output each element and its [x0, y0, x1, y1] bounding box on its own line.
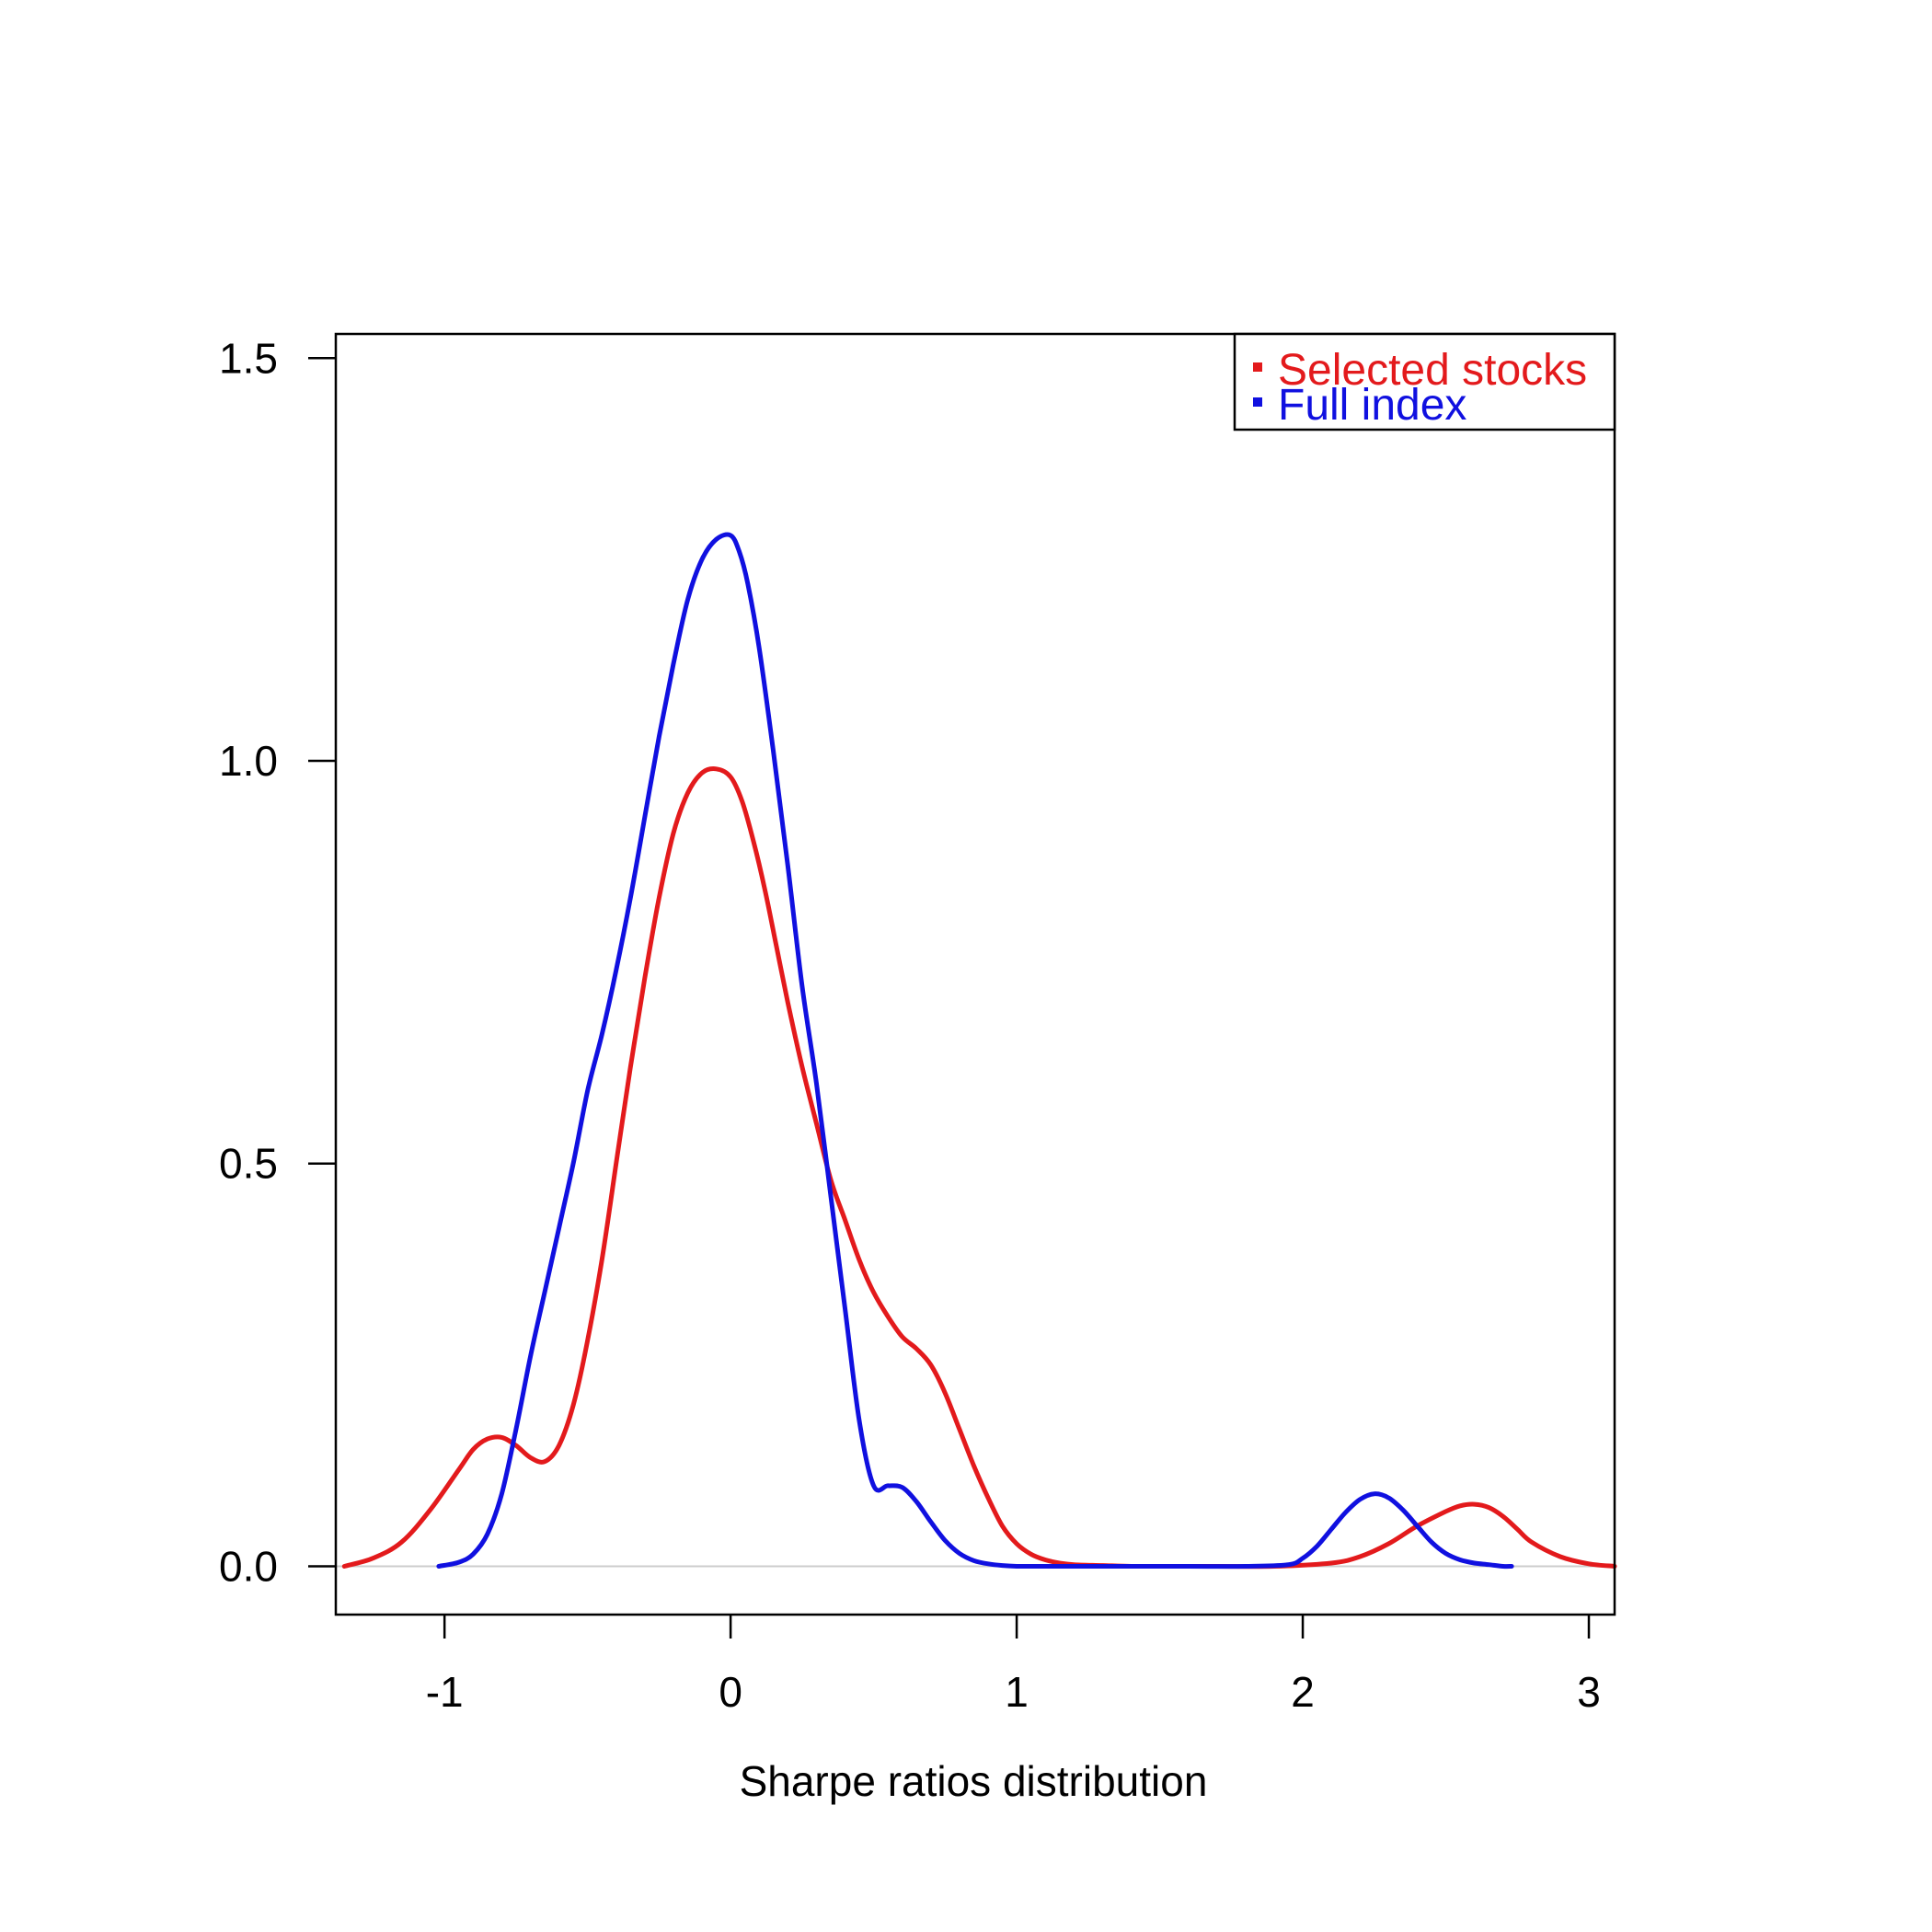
x-tick-label: 1 [1005, 1668, 1029, 1716]
legend-swatch-selected-stocks [1253, 362, 1262, 372]
y-tick-label: 0.5 [219, 1140, 278, 1188]
series-layer [341, 532, 1617, 1570]
x-axis-label: Sharpe ratios distribution [740, 1757, 1208, 1805]
y-axis: 0.0 0.5 1.0 1.5 [219, 334, 336, 1590]
x-tick-label: -1 [426, 1668, 464, 1716]
legend-swatch-full-index [1253, 397, 1262, 407]
x-tick-label: 3 [1577, 1668, 1601, 1716]
plot-frame [334, 332, 1616, 1616]
legend-label-full-index: Full index [1278, 381, 1466, 430]
series-line-selected-stocks [341, 766, 1617, 1570]
y-tick-label: 1.0 [219, 737, 278, 785]
legend: Selected stocks Full index [1233, 332, 1616, 431]
y-tick-label: 0.0 [219, 1542, 278, 1590]
x-tick-label: 0 [719, 1668, 742, 1716]
y-tick-label: 1.5 [219, 334, 278, 382]
legend-box [1233, 332, 1616, 431]
x-axis: -1 0 1 2 3 [426, 1615, 1601, 1716]
x-tick-label: 2 [1291, 1668, 1315, 1716]
legend-label-selected-stocks: Selected stocks [1278, 346, 1587, 395]
series-line-full-index [436, 532, 1514, 1570]
